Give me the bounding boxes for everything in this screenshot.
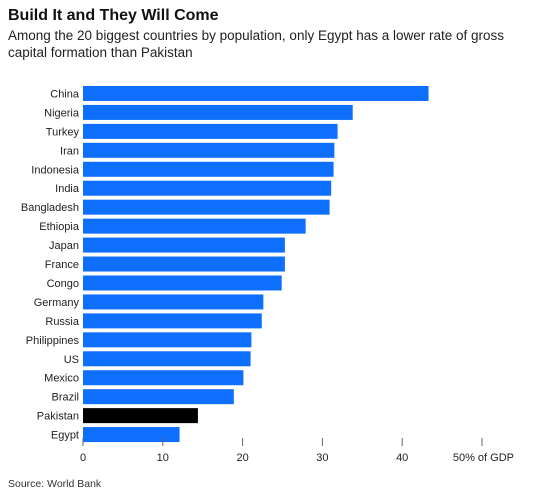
bar-iran [83, 142, 335, 158]
bar-egypt [83, 427, 180, 443]
bar-germany [83, 294, 264, 310]
bar-japan [83, 237, 285, 253]
chart-subtitle: Among the 20 biggest countries by popula… [8, 28, 505, 60]
category-label-indonesia: Indonesia [31, 164, 80, 176]
bar-nigeria [83, 104, 353, 120]
chart-title: Build It and They Will Come [8, 7, 219, 24]
category-label-philippines: Philippines [26, 335, 80, 347]
category-label-france: France [45, 259, 79, 271]
bar-turkey [83, 123, 338, 139]
category-label-us: US [64, 354, 79, 366]
category-label-india: India [55, 183, 80, 195]
bar-pakistan [83, 408, 198, 424]
x-tick-label: 10 [157, 452, 169, 464]
category-label-russia: Russia [45, 316, 80, 328]
x-tick-label: 50% of GDP [453, 452, 514, 464]
x-tick-label: 30 [316, 452, 328, 464]
category-label-turkey: Turkey [46, 126, 80, 138]
x-tick-label: 40 [396, 452, 408, 464]
category-label-china: China [50, 88, 80, 100]
category-label-pakistan: Pakistan [37, 411, 79, 423]
bar-philippines [83, 332, 252, 348]
category-label-egypt: Egypt [51, 430, 79, 442]
bar-russia [83, 313, 262, 329]
bar-indonesia [83, 161, 334, 177]
bar-us [83, 351, 251, 367]
category-label-nigeria: Nigeria [44, 107, 80, 119]
bar-bangladesh [83, 199, 330, 215]
category-label-germany: Germany [34, 297, 80, 309]
source-note: Source: World Bank [8, 478, 102, 490]
category-label-brazil: Brazil [51, 392, 79, 404]
bar-congo [83, 275, 282, 291]
bar-mexico [83, 370, 244, 386]
bar-china [83, 85, 429, 101]
x-tick-label: 20 [236, 452, 248, 464]
bar-ethiopia [83, 218, 306, 234]
category-label-ethiopia: Ethiopia [39, 221, 80, 233]
bar-india [83, 180, 332, 196]
category-label-bangladesh: Bangladesh [21, 202, 79, 214]
category-label-congo: Congo [47, 278, 79, 290]
category-label-mexico: Mexico [44, 373, 79, 385]
category-label-japan: Japan [49, 240, 79, 252]
category-label-iran: Iran [60, 145, 79, 157]
bar-france [83, 256, 285, 272]
bar-brazil [83, 389, 234, 405]
x-tick-label: 0 [80, 452, 86, 464]
